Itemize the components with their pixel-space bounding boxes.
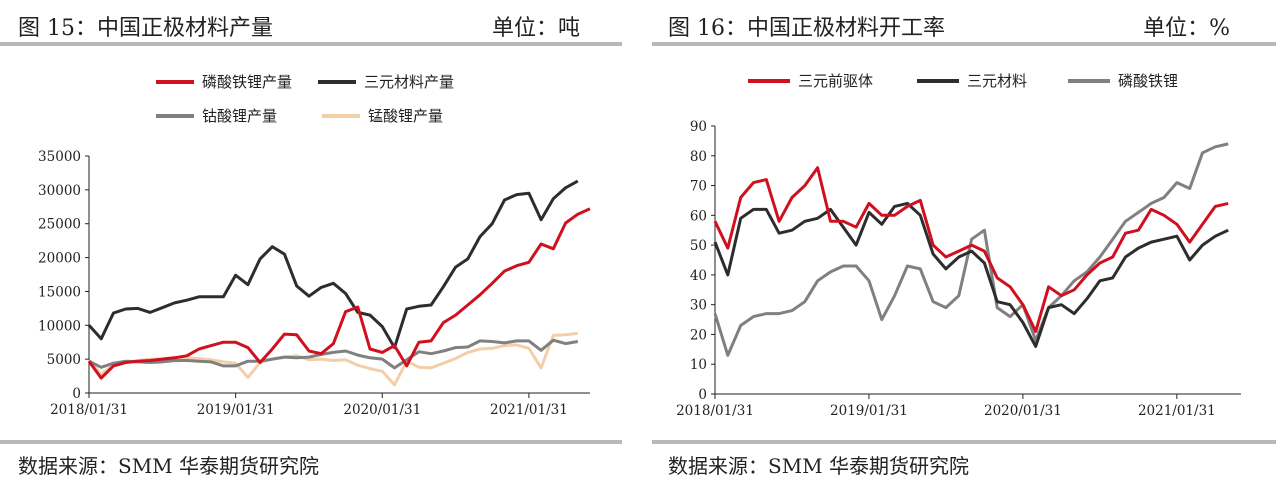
legend-label: 三元材料 [967, 72, 1027, 90]
x-tick-label: 2021/01/31 [1138, 403, 1216, 419]
unit-label: 单位：吨 [491, 16, 580, 41]
chart-legend: 三元前驱体 三元材料 磷酸铁锂 [748, 72, 1178, 90]
figure-title: 图 15：中国正极材料产量 [18, 16, 273, 41]
y-tick-label: 25000 [38, 217, 81, 233]
legend-label: 锰酸锂产量 [368, 107, 443, 125]
footer-divider [0, 440, 622, 444]
y-tick-label: 0 [698, 387, 707, 403]
y-tick-label: 30 [690, 298, 707, 314]
chart-panel-production: 图 15：中国正极材料产量 单位：吨 磷酸铁锂产量 三元材料产量钴酸锂产量 锰酸锂产… [0, 0, 622, 482]
header-divider [0, 42, 622, 46]
y-tick-label: 30000 [38, 183, 81, 199]
unit-label: 单位：% [1143, 16, 1230, 41]
series-line [713, 142, 1229, 357]
x-tick-label: 2018/01/31 [50, 402, 128, 418]
y-tick-label: 10 [690, 357, 707, 373]
source-note: 数据来源：SMM 华泰期货研究院 [668, 454, 970, 478]
series-line [713, 201, 1229, 348]
series-line [713, 166, 1229, 333]
y-tick-label: 15000 [38, 284, 81, 300]
line-chart-utilization: 三元前驱体 三元材料 磷酸铁锂 0 10 20 30 40 50 60 70 80 90 2018/01/… [676, 72, 1241, 419]
x-tick-label: 2019/01/31 [197, 402, 275, 418]
y-tick-label: 35000 [38, 149, 81, 165]
legend-label: 钴酸锂产量 [202, 107, 277, 125]
chart-panel-utilization: 图 16：中国正极材料开工率 单位：% 三元前驱体 三元材料 磷酸铁锂 0 10 20 30… [652, 0, 1276, 482]
x-tick-label: 2018/01/31 [676, 403, 754, 419]
series-line [87, 179, 579, 350]
y-tick-label: 10000 [38, 318, 81, 334]
y-tick-label: 90 [690, 119, 707, 135]
figure-title: 图 16：中国正极材料开工率 [668, 16, 945, 41]
legend-label: 三元材料产量 [364, 73, 454, 91]
legend-label: 磷酸铁锂 [1118, 72, 1178, 90]
chart-header: 图 15：中国正极材料产量 单位：吨 [0, 6, 622, 41]
y-tick-label: 20 [690, 327, 707, 343]
y-tick-label: 50 [690, 238, 707, 254]
legend-label: 三元前驱体 [798, 72, 873, 90]
y-tick-label: 70 [690, 179, 707, 195]
y-tick-label: 0 [72, 386, 81, 402]
source-note: 数据来源：SMM 华泰期货研究院 [18, 454, 320, 478]
series-line [88, 338, 579, 370]
x-tick-label: 2021/01/31 [490, 402, 568, 418]
y-tick-label: 5000 [47, 352, 81, 368]
x-tick-label: 2019/01/31 [830, 403, 908, 419]
chart-header: 图 16：中国正极材料开工率 单位：% [652, 6, 1276, 41]
y-tick-label: 80 [690, 149, 707, 165]
series-line [87, 207, 591, 380]
x-tick-label: 2020/01/31 [343, 402, 421, 418]
y-tick-label: 60 [690, 208, 707, 224]
footer-divider [652, 440, 1276, 444]
y-tick-label: 20000 [38, 251, 81, 267]
legend-label: 磷酸铁锂产量 [202, 73, 292, 91]
y-tick-label: 40 [690, 268, 707, 284]
header-divider [652, 42, 1276, 46]
x-tick-label: 2020/01/31 [984, 403, 1062, 419]
